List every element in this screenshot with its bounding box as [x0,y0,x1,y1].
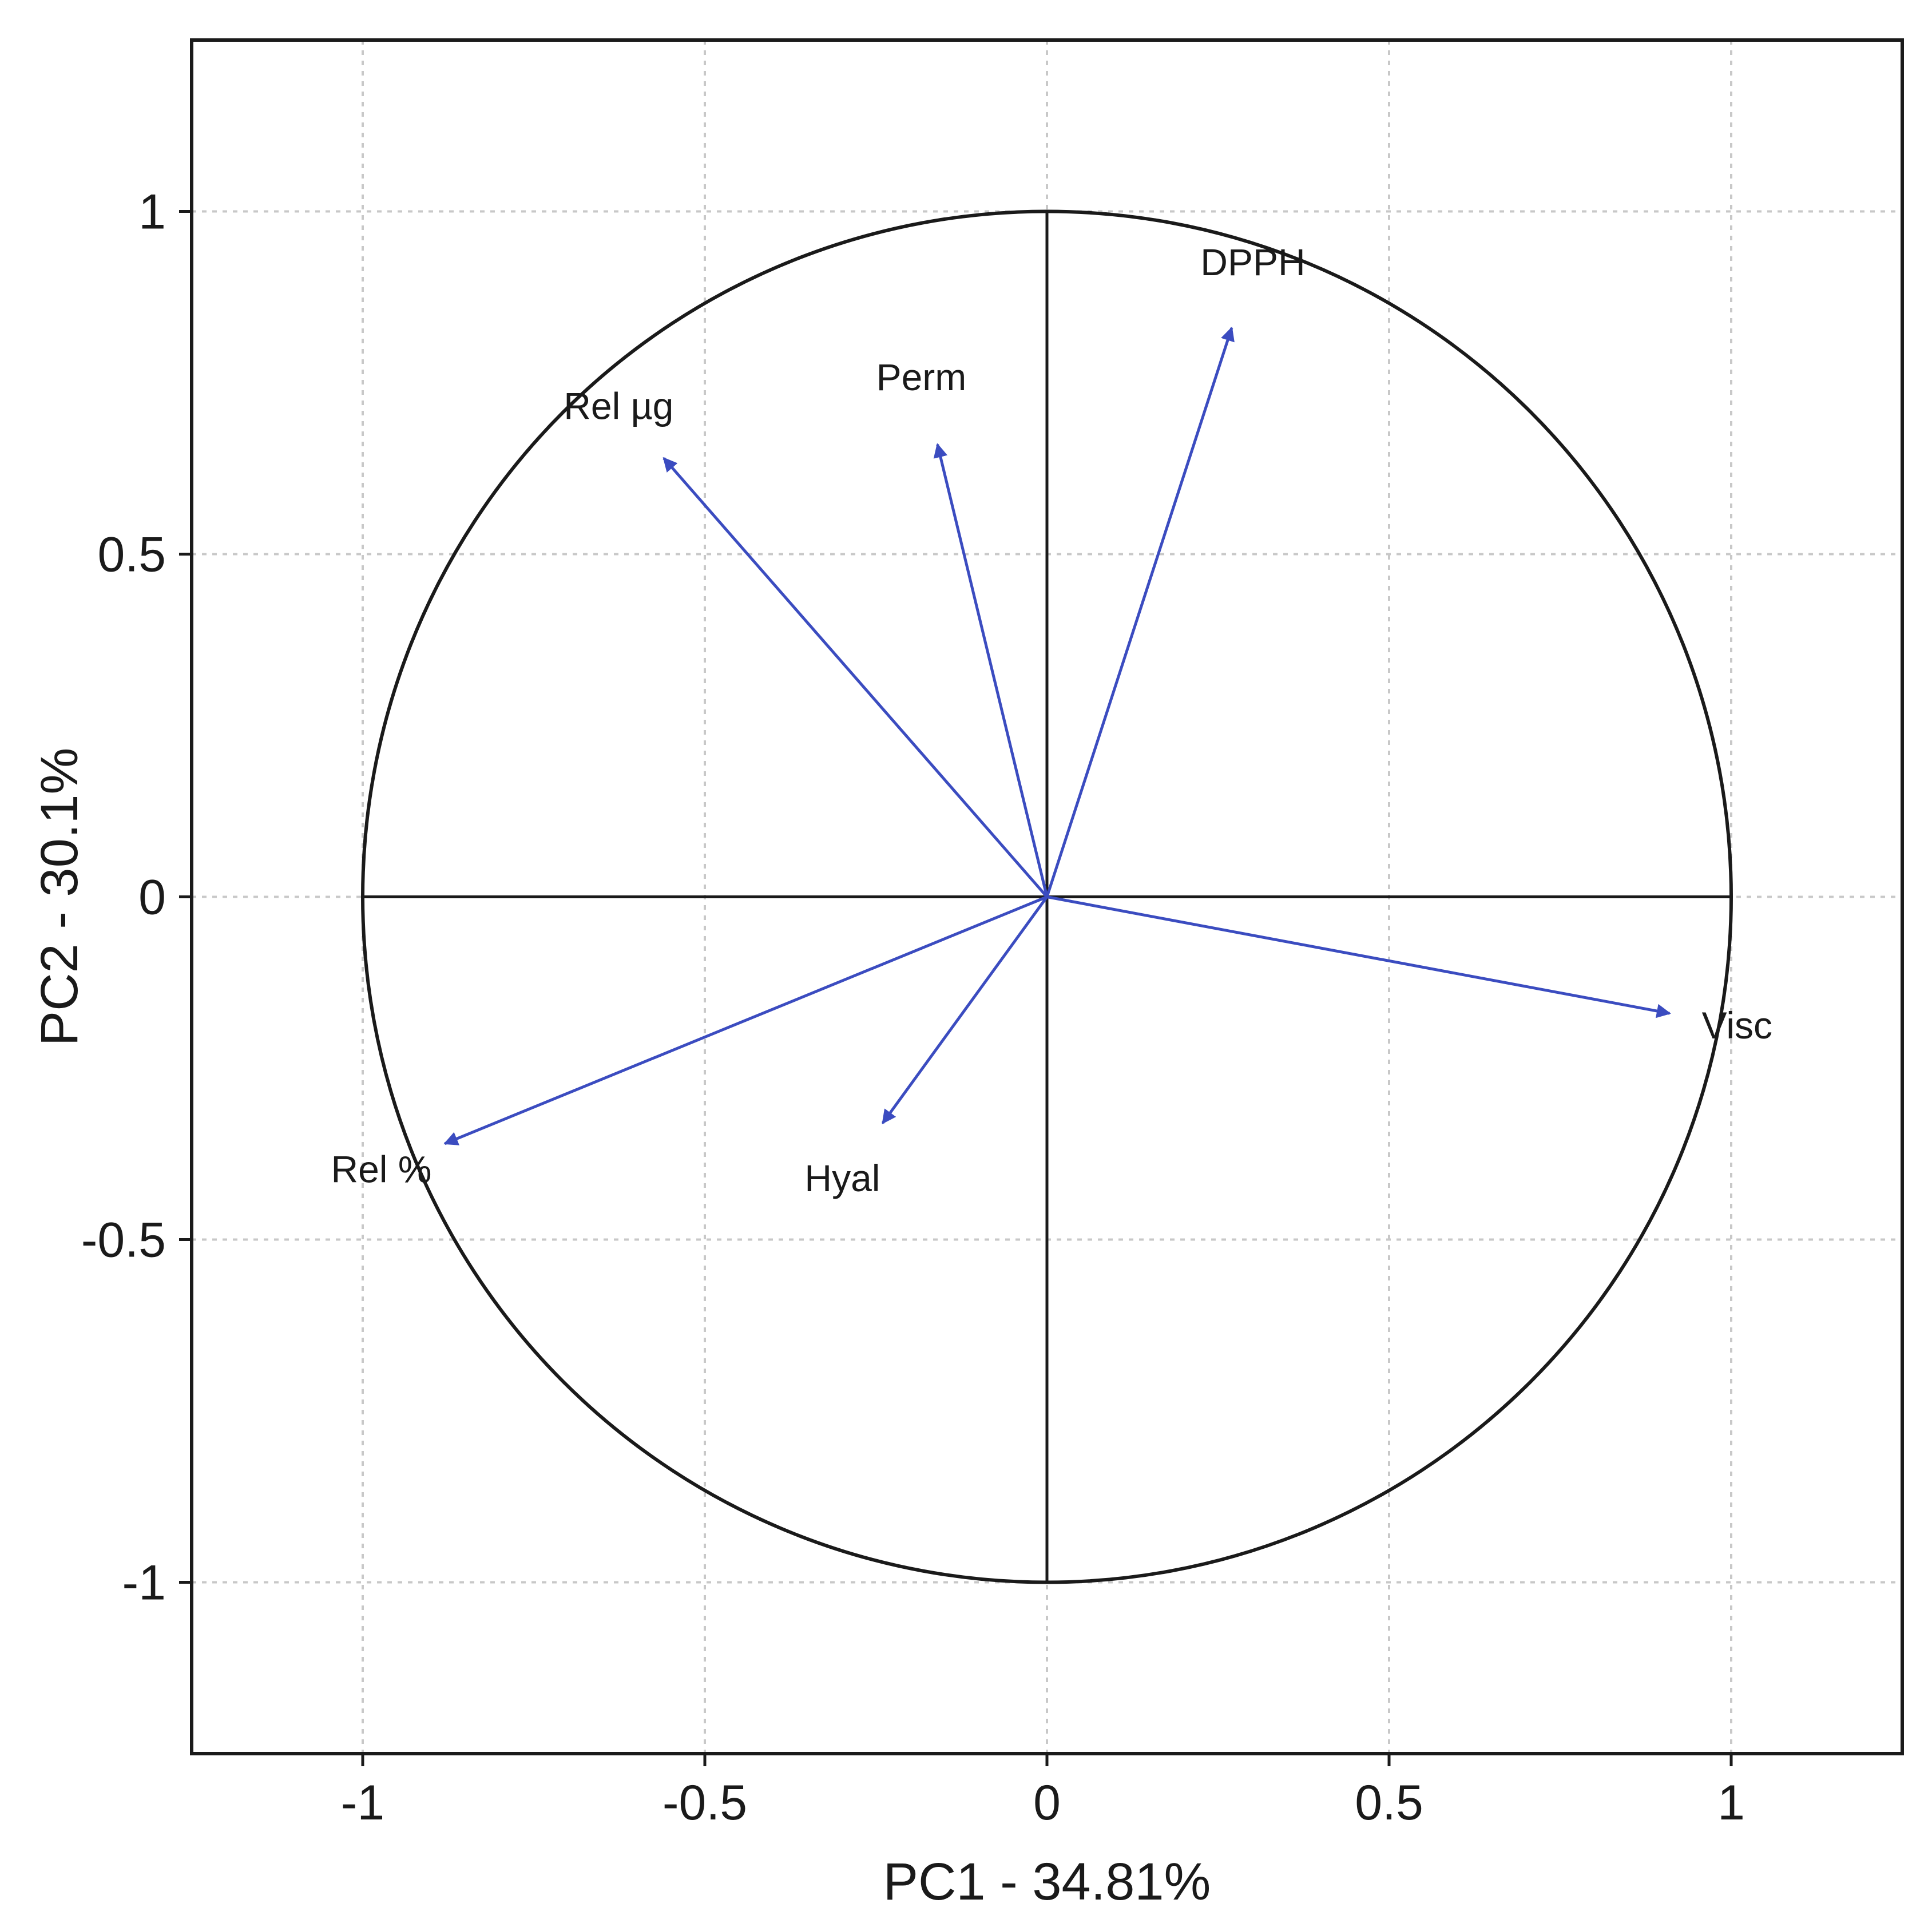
arrow-rel-g [662,457,1048,898]
variable-label: Rel % [331,1148,431,1190]
y-tick-label: 0 [138,870,166,925]
x-axis-title: PC1 - 34.81% [883,1853,1211,1911]
arrow-hyal [881,896,1049,1124]
x-tick-label: -0.5 [662,1775,747,1830]
tick-labels: -1 -0.5 0 0.5 1 -1 -0.5 0 0.5 1 [81,185,1745,1831]
arrow-rel- [443,895,1048,1145]
y-tick-label: -0.5 [81,1213,166,1268]
x-tick-label: 0 [1033,1775,1061,1830]
y-axis-title: PC2 - 30.1% [30,748,89,1046]
x-tick-label: 1 [1717,1775,1745,1830]
y-tick-label: 1 [138,185,166,240]
arrow-visc [1046,895,1671,1018]
x-tick-label: -1 [341,1775,384,1830]
y-tick-label: 0.5 [97,528,166,582]
variable-label: Rel µg [564,384,673,427]
y-tick-label: -1 [122,1556,166,1611]
variable-labels: DPPH Perm Rel µg Visc Hyal Rel % [331,241,1772,1199]
x-tick-label: 0.5 [1355,1775,1423,1830]
variable-arrows [443,326,1671,1145]
variable-label: Perm [876,356,967,398]
variable-label: Visc [1702,1004,1773,1046]
axes [179,38,1904,1766]
variable-label: DPPH [1200,241,1305,283]
arrow-dpph [1045,326,1235,898]
arrow-perm [933,443,1049,898]
variable-label: Hyal [804,1157,880,1199]
